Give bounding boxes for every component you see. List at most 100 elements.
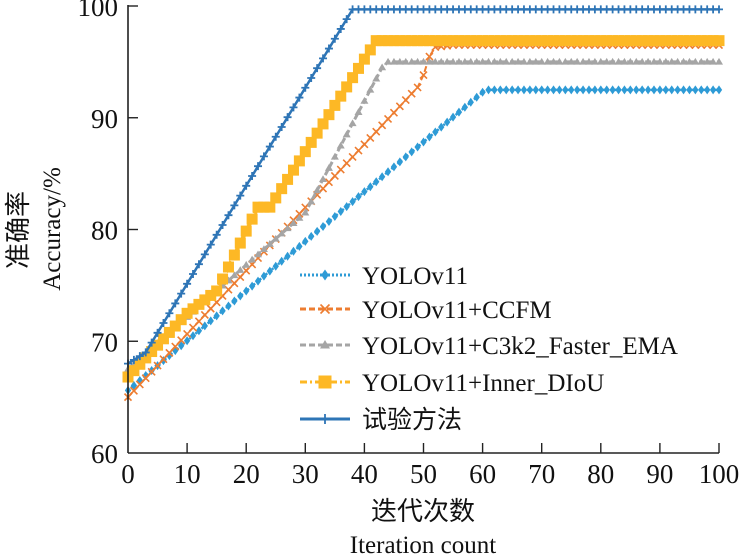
data-point-marker: [709, 85, 717, 95]
data-point-marker: [177, 336, 186, 345]
y-axis-title-cn: 准确率: [4, 191, 34, 269]
series-yolov11-c3k2-faster-ema: [124, 57, 723, 372]
data-point-marker: [407, 89, 416, 98]
data-point-marker: [506, 35, 518, 47]
data-point-marker: [567, 57, 576, 65]
data-point-marker: [134, 358, 146, 370]
data-point-marker: [212, 230, 221, 239]
data-point-marker: [278, 256, 285, 266]
data-point-marker: [320, 414, 330, 424]
data-point-marker: [418, 35, 429, 47]
data-point-marker: [378, 172, 386, 182]
data-point-marker: [231, 296, 238, 306]
data-point-marker: [709, 57, 718, 65]
data-point-marker: [313, 226, 321, 236]
legend: YOLOv11 YOLOv11+CCFM YOLOv11+C3k2_Faster_E…: [300, 263, 678, 434]
data-point-marker: [497, 85, 504, 95]
data-point-marker: [260, 271, 268, 281]
data-point-marker: [147, 367, 156, 376]
data-point-marker: [265, 240, 274, 247]
data-point-marker: [236, 266, 245, 273]
data-point-marker: [163, 326, 175, 338]
data-point-marker: [443, 117, 451, 127]
data-point-marker: [287, 164, 299, 176]
data-point-marker: [336, 141, 345, 149]
data-point-marker: [128, 365, 140, 377]
data-point-marker: [550, 85, 557, 95]
data-point-marker: [413, 57, 422, 65]
data-point-marker: [319, 303, 331, 315]
data-point-marker: [370, 35, 382, 47]
data-point-marker: [337, 207, 344, 217]
data-point-marker: [674, 85, 681, 95]
data-point-marker: [240, 225, 252, 237]
data-point-marker: [264, 201, 276, 213]
data-point-marker: [620, 57, 629, 65]
data-point-marker: [654, 35, 666, 47]
data-point-marker: [378, 63, 387, 71]
data-point-marker: [367, 182, 374, 192]
data-point-marker: [348, 152, 357, 161]
data-point-marker: [579, 85, 587, 95]
legend-item: YOLOv11+CCFM: [300, 297, 552, 324]
data-point-marker: [302, 236, 309, 246]
data-point-marker: [431, 57, 440, 65]
data-point-marker: [613, 35, 625, 47]
data-point-marker: [455, 107, 463, 117]
data-point-marker: [319, 221, 327, 231]
data-point-marker: [589, 35, 601, 47]
data-point-marker: [254, 162, 263, 171]
data-point-marker: [680, 85, 687, 95]
data-point-marker: [364, 44, 376, 56]
data-point-marker: [449, 112, 457, 122]
data-point-marker: [459, 35, 471, 47]
data-point-marker: [177, 289, 186, 298]
data-point-marker: [159, 319, 168, 328]
data-point-marker: [295, 93, 304, 102]
legend-label: 试验方法: [362, 405, 462, 434]
data-point-marker: [584, 57, 593, 65]
data-point-marker: [283, 224, 292, 232]
data-point-marker: [408, 147, 415, 157]
data-point-marker: [159, 355, 168, 364]
data-point-marker: [602, 57, 611, 65]
data-point-marker: [607, 35, 619, 47]
data-point-marker: [217, 273, 229, 285]
data-point-marker: [661, 57, 670, 65]
data-point-marker: [307, 73, 316, 82]
data-point-marker: [382, 35, 394, 47]
data-point-marker: [648, 35, 660, 47]
data-point-marker: [626, 57, 635, 65]
data-point-marker: [524, 35, 536, 47]
data-point-marker: [142, 371, 149, 381]
data-point-marker: [519, 57, 528, 65]
data-point-marker: [420, 137, 427, 147]
data-point-marker: [597, 85, 604, 95]
data-point-marker: [194, 317, 203, 326]
data-point-marker: [548, 35, 560, 47]
data-point-marker: [556, 85, 563, 95]
data-point-marker: [296, 241, 303, 251]
data-point-marker: [503, 85, 510, 95]
legend-label: YOLOv11+CCFM: [362, 297, 552, 324]
data-point-marker: [630, 35, 642, 47]
data-point-marker: [715, 57, 723, 65]
data-point-marker: [349, 197, 356, 207]
data-point-marker: [329, 99, 341, 111]
data-point-marker: [324, 164, 333, 171]
data-point-marker: [568, 85, 575, 95]
data-point-marker: [199, 294, 211, 306]
x-tick-label: 100: [699, 459, 740, 489]
data-point-marker: [219, 306, 226, 316]
series-yolov11-inner-diou: [122, 35, 725, 383]
data-point-marker: [644, 85, 652, 95]
data-point-marker: [496, 57, 505, 65]
legend-item: 试验方法: [300, 405, 462, 434]
data-point-marker: [299, 146, 311, 158]
data-point-marker: [618, 35, 630, 47]
data-point-marker: [224, 285, 233, 294]
x-tick-label: 10: [174, 459, 201, 489]
data-point-marker: [508, 57, 517, 65]
data-point-marker: [435, 35, 447, 47]
data-point-marker: [200, 310, 209, 320]
